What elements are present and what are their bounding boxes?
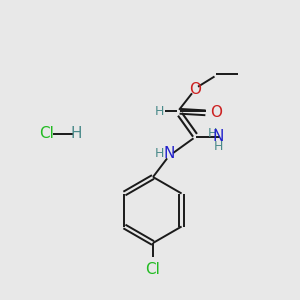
Text: H: H: [207, 127, 217, 140]
Text: Cl: Cl: [39, 126, 54, 141]
Text: H: H: [154, 146, 164, 160]
Text: H: H: [71, 126, 82, 141]
Text: N: N: [212, 129, 224, 144]
Text: H: H: [155, 105, 165, 118]
Text: H: H: [213, 140, 223, 153]
Text: Cl: Cl: [146, 262, 160, 278]
Text: O: O: [210, 105, 222, 120]
Text: O: O: [189, 82, 201, 97]
Text: N: N: [164, 146, 175, 161]
